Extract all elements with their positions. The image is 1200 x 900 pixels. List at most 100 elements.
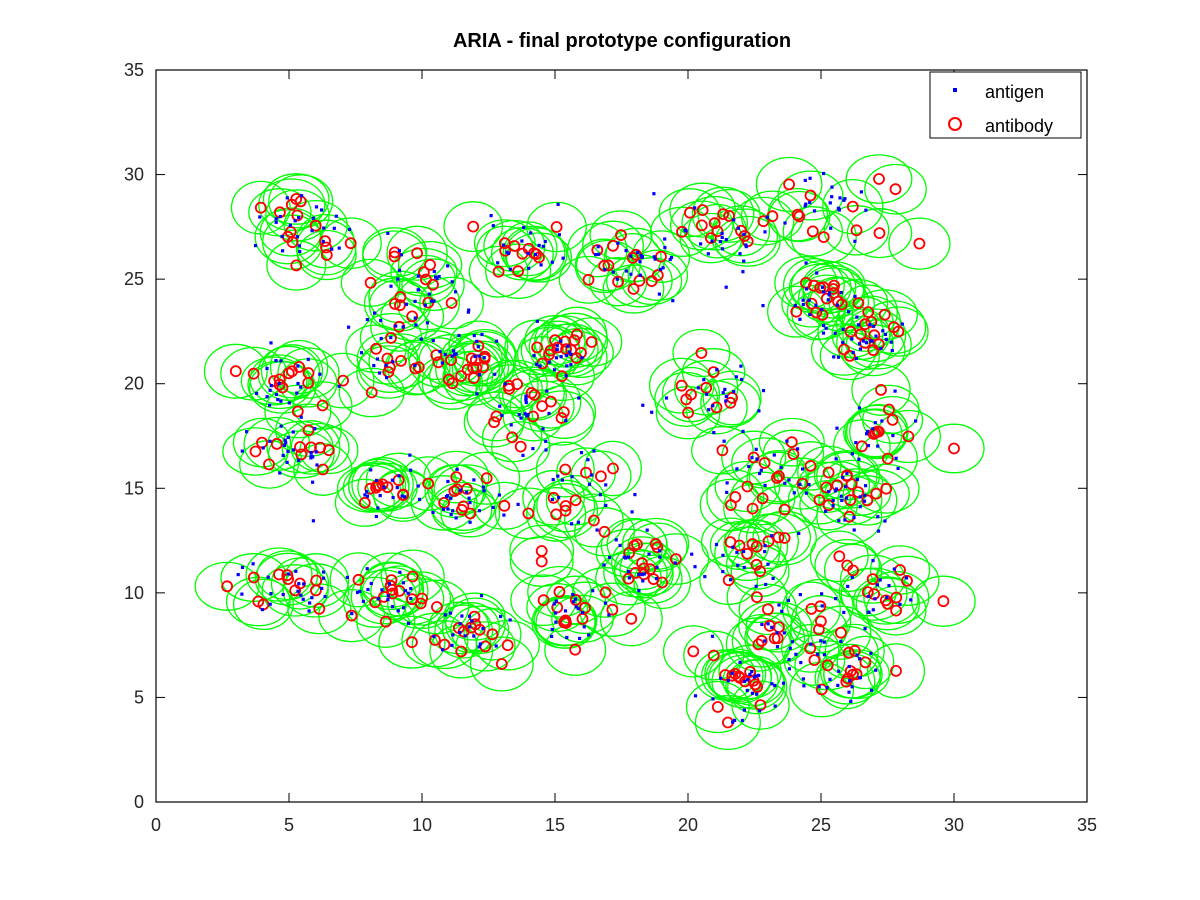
- antigen-point: [554, 356, 559, 360]
- antigen-point: [596, 245, 600, 249]
- antibody-point: [708, 217, 721, 230]
- legend-antigen-marker: [953, 88, 957, 92]
- x-tick-label: 10: [412, 815, 432, 835]
- antigen-point: [311, 216, 315, 220]
- antigen-point: [857, 657, 862, 661]
- antigen-point: [269, 592, 273, 596]
- antigen-point: [808, 312, 812, 317]
- radius-circle: [866, 643, 926, 699]
- antibody-point: [804, 189, 817, 202]
- antibody-point: [455, 370, 468, 383]
- radius-circle: [245, 547, 313, 602]
- antigen-point: [742, 679, 747, 683]
- y-tick-label: 15: [124, 478, 144, 498]
- antibody-point: [651, 269, 664, 282]
- antigen-point: [641, 403, 645, 407]
- y-tick-label: 10: [124, 583, 144, 603]
- antigen-point: [500, 413, 504, 417]
- antigen-point: [837, 669, 841, 673]
- antigen-point: [764, 582, 768, 587]
- antigen-point: [458, 622, 462, 626]
- antigen-point: [467, 625, 472, 629]
- antigen-point: [285, 460, 289, 464]
- antigen-point: [397, 268, 402, 272]
- antigen-point: [820, 592, 824, 596]
- antigen-point: [556, 474, 560, 478]
- antigen-point: [481, 626, 485, 631]
- antigen-point: [801, 302, 805, 307]
- antigen-point: [475, 392, 479, 396]
- antigen-point: [299, 385, 303, 389]
- antigen-point: [879, 346, 883, 351]
- antigen-point: [245, 430, 249, 434]
- antigen-point: [847, 690, 851, 694]
- antibody-point: [645, 275, 658, 288]
- antigen-point: [852, 528, 856, 532]
- radius-circle: [478, 359, 539, 412]
- antigen-point: [838, 196, 842, 200]
- antibody-point: [247, 571, 260, 584]
- antigen-point: [403, 495, 407, 499]
- antigen-point: [376, 506, 380, 510]
- antigen-point: [539, 263, 543, 267]
- antigen-point: [841, 475, 845, 480]
- antigen-point: [281, 453, 285, 457]
- antibody-point: [310, 574, 323, 587]
- antigen-point: [702, 378, 706, 382]
- antigen-point: [797, 531, 801, 535]
- antigen-point: [498, 404, 502, 408]
- radius-circle: [431, 481, 496, 531]
- antigen-point: [720, 231, 724, 235]
- antigen-point: [624, 269, 628, 273]
- antibody-point: [821, 659, 834, 672]
- radius-circle: [295, 219, 357, 276]
- radius-circle: [758, 417, 825, 467]
- antigen-point: [441, 507, 446, 511]
- antibody-point: [358, 496, 371, 509]
- antigen-point: [750, 456, 754, 460]
- antigen-point: [866, 444, 870, 448]
- radius-circle: [535, 441, 595, 498]
- antigen-point: [365, 490, 369, 494]
- antigen-point: [758, 709, 762, 713]
- antigen-point: [853, 294, 857, 298]
- antigen-point: [871, 559, 875, 563]
- antigen-point: [839, 291, 843, 295]
- antigen-point: [409, 596, 413, 601]
- antibody-point: [319, 235, 332, 248]
- antigen-point: [661, 266, 665, 270]
- antigen-point: [545, 389, 549, 393]
- antibody-point: [291, 209, 304, 222]
- radius-circle: [752, 510, 817, 566]
- antigen-point: [757, 673, 761, 677]
- antigen-point: [396, 609, 400, 613]
- antigen-point: [554, 599, 558, 603]
- antigen-point: [550, 497, 554, 502]
- radius-circle: [365, 452, 432, 508]
- antigen-point: [673, 561, 677, 565]
- radius-circle: [809, 530, 869, 583]
- antigen-point: [550, 260, 554, 264]
- antigen-point: [389, 336, 393, 340]
- antigen-point: [722, 439, 726, 443]
- antigen-point: [809, 642, 813, 646]
- antibody-point: [791, 208, 804, 221]
- axis-ticks: [155, 69, 1088, 803]
- x-tick-label: 25: [811, 815, 831, 835]
- antigen-point: [582, 625, 586, 629]
- radius-circle: [410, 475, 478, 531]
- antigen-point: [766, 622, 770, 626]
- antigen-point: [279, 359, 283, 363]
- y-tick-label: 25: [124, 269, 144, 289]
- antigen-point: [502, 243, 506, 247]
- radius-circle: [380, 291, 445, 342]
- antigen-point: [476, 345, 480, 349]
- antibody-point: [442, 373, 455, 386]
- antigen-point: [787, 667, 791, 671]
- antigen-point: [550, 627, 554, 632]
- antigen-point: [389, 284, 393, 288]
- antibody-point: [778, 532, 791, 544]
- antigen-point: [626, 569, 631, 573]
- antigen-point: [302, 582, 306, 586]
